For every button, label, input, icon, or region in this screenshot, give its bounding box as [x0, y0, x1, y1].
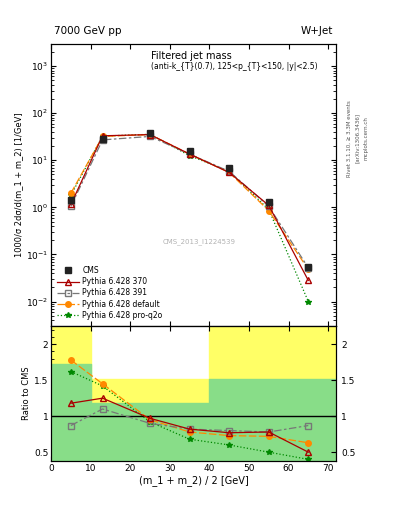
Text: W+Jet: W+Jet [301, 27, 333, 36]
Text: mcplots.cern.ch: mcplots.cern.ch [363, 116, 368, 160]
Text: CMS_2013_I1224539: CMS_2013_I1224539 [163, 238, 236, 245]
Legend: CMS, Pythia 6.428 370, Pythia 6.428 391, Pythia 6.428 default, Pythia 6.428 pro-: CMS, Pythia 6.428 370, Pythia 6.428 391,… [55, 264, 165, 323]
X-axis label: (m_1 + m_2) / 2 [GeV]: (m_1 + m_2) / 2 [GeV] [139, 475, 248, 486]
Text: Filtered jet mass: Filtered jet mass [151, 51, 231, 60]
Text: Rivet 3.1.10, ≥ 3.3M events: Rivet 3.1.10, ≥ 3.3M events [347, 100, 352, 177]
Text: 7000 GeV pp: 7000 GeV pp [54, 27, 121, 36]
Text: [arXiv:1306.3436]: [arXiv:1306.3436] [355, 113, 360, 163]
Y-axis label: 1000/σ 2dσ/d(m_1 + m_2) [1/GeV]: 1000/σ 2dσ/d(m_1 + m_2) [1/GeV] [14, 113, 23, 257]
Y-axis label: Ratio to CMS: Ratio to CMS [22, 367, 31, 420]
Text: (anti-k_{T}(0.7), 125<p_{T}<150, |y|<2.5): (anti-k_{T}(0.7), 125<p_{T}<150, |y|<2.5… [151, 61, 318, 71]
